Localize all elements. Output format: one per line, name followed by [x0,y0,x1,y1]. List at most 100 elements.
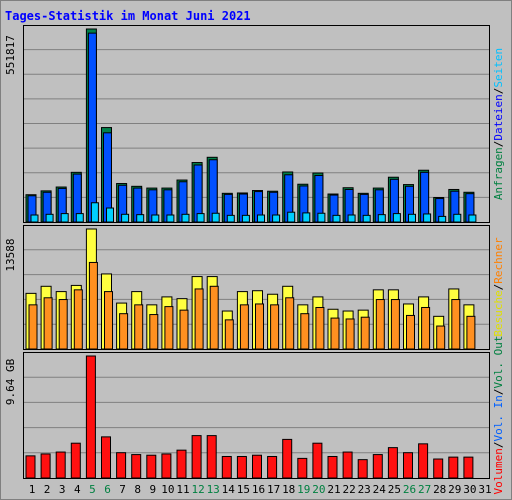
x-tick-day-28: 28 [433,483,446,496]
bar-rechner-day-28 [436,325,446,350]
x-tick-day-5: 5 [89,483,96,496]
bar-rechner-day-10 [164,306,174,350]
bar-seiten-day-18 [287,211,296,223]
legend-dateien: Dateien [492,94,505,140]
legend-rechner: Rechner [492,237,505,284]
bar-rechner-day-6 [104,291,113,350]
bar-seiten-day-28 [438,215,447,223]
panel-3-legend: Volumen/Vol. In/Vol. Out [492,336,505,495]
legend-besuche: Besuche [492,290,505,336]
bar-rechner-day-23 [360,316,370,350]
legend-separator: / [492,284,505,291]
bar-volumen-day-19 [297,457,308,479]
bar-seiten-day-12 [196,213,205,223]
bar-rechner-day-14 [224,319,234,350]
x-tick-day-1: 1 [29,483,36,496]
x-tick-day-3: 3 [59,483,66,496]
bar-rechner-day-29 [451,299,461,350]
x-tick-day-9: 9 [149,483,156,496]
bar-seiten-day-16 [257,214,265,223]
bar-rechner-day-19 [300,313,310,350]
x-tick-day-19: 19 [297,483,310,496]
bar-rechner-day-2 [43,297,53,350]
bar-volumen-day-4 [70,442,81,479]
bar-rechner-day-12 [194,288,204,350]
bar-volumen-day-24 [372,454,383,479]
bar-seiten-day-20 [317,212,326,223]
panel-3-ymax-label: 9.64 GB [4,358,17,405]
bar-rechner-day-3 [58,299,68,350]
legend-separator: / [492,441,505,448]
bar-seiten-day-19 [302,212,311,223]
x-tick-day-18: 18 [282,483,295,496]
bar-volumen-day-10 [161,453,172,479]
bar-rechner-day-16 [255,303,264,350]
x-tick-day-20: 20 [312,483,325,496]
x-tick-day-25: 25 [388,483,401,496]
bar-volumen-day-15 [236,455,247,479]
legend-volumen: Volumen [492,448,505,494]
x-tick-day-22: 22 [342,483,355,496]
bar-volumen-day-11 [176,449,187,479]
bar-seiten-day-22 [347,214,356,223]
bar-volumen-day-18 [282,438,293,479]
legend-separator: / [492,141,505,148]
x-tick-day-14: 14 [222,483,236,496]
x-tick-day-31: 31 [478,483,491,496]
bar-rechner-day-21 [330,317,340,350]
x-tick-day-4: 4 [74,483,81,496]
bar-rechner-day-26 [406,314,415,350]
x-tick-day-2: 2 [44,483,51,496]
x-tick-day-24: 24 [373,483,387,496]
bar-seiten-day-29 [453,213,462,223]
bar-seiten-day-24 [377,214,386,223]
bar-dateien-day-5 [87,32,97,223]
bar-volumen-day-12 [191,435,202,479]
bar-rechner-day-17 [270,304,280,350]
legend-anfragen: Anfragen [492,147,505,200]
bar-seiten-day-3 [60,213,69,223]
bar-volumen-day-9 [146,454,157,479]
panel-2-ymax-label: 13588 [4,238,17,271]
bar-seiten-day-23 [362,214,371,223]
panel-2-legend: Besuche/Rechner [492,237,505,337]
x-tick-day-21: 21 [327,483,340,496]
chart-title: Tages-Statistik im Monat Juni 2021 [5,9,251,23]
bar-volumen-day-14 [221,455,232,479]
bar-seiten-day-26 [408,213,416,223]
bar-dateien-day-13 [208,159,218,223]
bar-seiten-day-27 [423,213,432,223]
bar-seiten-day-30 [468,214,477,223]
bar-volumen-day-2 [40,453,51,479]
bar-volumen-day-29 [448,456,459,479]
bar-seiten-day-7 [121,213,130,223]
bar-volumen-day-22 [342,451,353,479]
bar-volumen-day-26 [403,452,413,479]
bar-seiten-day-1 [30,214,39,223]
x-tick-day-8: 8 [134,483,141,496]
bar-volumen-day-27 [418,443,429,479]
bar-volumen-day-20 [312,442,323,479]
legend-volin: Vol. In [492,395,505,441]
legend-separator: / [492,389,505,396]
bar-rechner-day-18 [285,297,295,350]
bar-rechner-day-9 [149,314,159,350]
bar-seiten-day-21 [332,214,341,223]
x-tick-day-15: 15 [237,483,250,496]
bar-seiten-day-17 [272,214,281,223]
bar-volumen-day-21 [327,455,338,479]
bar-volumen-day-8 [131,454,142,479]
x-tick-day-13: 13 [207,483,220,496]
bar-seiten-day-13 [211,212,220,223]
bar-rechner-day-30 [466,315,476,350]
bar-volumen-day-23 [357,459,368,479]
x-tick-day-29: 29 [448,483,461,496]
bar-rechner-day-13 [209,285,219,350]
bar-rechner-day-24 [375,299,385,350]
bar-seiten-day-2 [45,213,54,223]
x-tick-day-30: 30 [463,483,476,496]
bar-seiten-day-25 [392,213,401,223]
bar-rechner-day-7 [119,313,129,350]
bar-volumen-day-16 [252,454,262,479]
